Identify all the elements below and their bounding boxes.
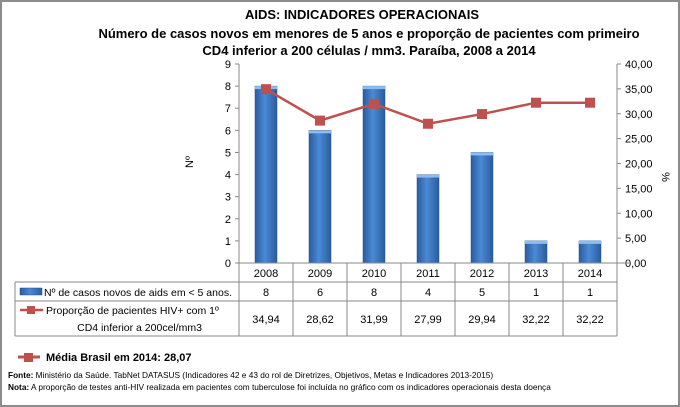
line-value-label: 34,94 xyxy=(252,314,280,326)
bar-2012 xyxy=(470,152,494,264)
category-label: 2010 xyxy=(362,268,386,280)
brazil-average-legend: Média Brasil em 2014: 28,07 xyxy=(18,352,192,364)
line-series-name-2: CD4 inferior a 200cel/mm3 xyxy=(77,322,202,334)
category-label: 2013 xyxy=(524,268,548,280)
bar-top-highlight xyxy=(363,86,385,90)
source-label: Fonte: xyxy=(8,370,33,380)
footnote-label: Nota: xyxy=(8,382,29,392)
right-tick-label: 20,00 xyxy=(625,159,653,171)
source-note: Fonte: Ministério da Saúde. TabNet DATAS… xyxy=(8,370,493,380)
left-tick-label: 1 xyxy=(225,236,231,248)
line-marker-2008 xyxy=(261,84,271,95)
bar-2010 xyxy=(362,85,386,264)
left-tick-label: 5 xyxy=(225,147,231,159)
bar-2009 xyxy=(308,130,332,264)
chart-subtitle-line-2: CD4 inferior a 200 células / mm3. Paraíb… xyxy=(202,43,536,58)
footnote: Nota: A proporção de testes anti-HIV rea… xyxy=(8,382,551,392)
left-tick-label: 0 xyxy=(225,258,231,270)
left-tick-label: 8 xyxy=(225,81,231,93)
line-value-label: 29,94 xyxy=(468,314,496,326)
line-series-name-1: Proporção de pacientes HIV+ com 1º xyxy=(46,305,219,317)
chart-title: AIDS: INDICADORES OPERACIONAIS xyxy=(245,7,479,22)
right-tick-label: 0,00 xyxy=(625,258,646,270)
category-label: 2009 xyxy=(308,268,332,280)
line-marker-2013 xyxy=(531,97,541,108)
right-axis-label: % xyxy=(659,172,671,182)
bar-2014 xyxy=(578,240,602,264)
line-marker-2009 xyxy=(315,115,325,126)
brazil-average-text: Média Brasil em 2014: 28,07 xyxy=(46,352,192,364)
bar-top-highlight xyxy=(525,240,547,244)
right-tick-label: 5,00 xyxy=(625,233,646,245)
left-tick-label: 2 xyxy=(225,214,231,226)
line-legend-marker-icon xyxy=(27,306,35,314)
left-tick-label: 9 xyxy=(225,59,231,71)
bar-value-label: 5 xyxy=(479,287,485,299)
bar-top-highlight xyxy=(471,152,493,156)
line-value-label: 31,99 xyxy=(360,314,388,326)
bar-2011 xyxy=(416,174,440,264)
line-value-label: 28,62 xyxy=(306,314,334,326)
line-value-label: 32,22 xyxy=(522,314,550,326)
category-label: 2012 xyxy=(470,268,494,280)
bar-legend-icon xyxy=(19,287,43,296)
right-tick-label: 40,00 xyxy=(625,59,653,71)
legend-marker-icon xyxy=(24,353,33,362)
footnote-text: A proporção de testes anti-HIV realizada… xyxy=(29,382,551,392)
bar-series-name: Nº de casos novos de aids em < 5 anos. xyxy=(44,287,232,299)
chart-subtitle-line-1: Número de casos novos em menores de 5 an… xyxy=(98,26,639,41)
line-series xyxy=(265,88,590,126)
source-text: Ministério da Saúde. TabNet DATASUS (Ind… xyxy=(33,370,493,380)
left-tick-label: 6 xyxy=(225,125,231,137)
bar-value-label: 8 xyxy=(263,287,269,299)
bar-top-highlight xyxy=(417,174,439,178)
line-marker-2011 xyxy=(423,118,433,129)
line-marker-2014 xyxy=(585,97,595,108)
bar-2008 xyxy=(254,85,278,264)
bar-top-highlight xyxy=(579,240,601,244)
right-tick-label: 30,00 xyxy=(625,109,653,121)
bar-top-highlight xyxy=(309,130,331,134)
category-label: 2008 xyxy=(254,268,278,280)
left-tick-label: 4 xyxy=(225,170,231,182)
line-value-label: 32,22 xyxy=(576,314,604,326)
bar-2013 xyxy=(524,240,548,264)
bar-value-label: 6 xyxy=(317,287,323,299)
bar-value-label: 1 xyxy=(533,287,539,299)
left-tick-label: 3 xyxy=(225,192,231,204)
bar-value-label: 1 xyxy=(587,287,593,299)
left-axis-label: Nº xyxy=(184,156,196,168)
left-tick-label: 7 xyxy=(225,103,231,115)
line-marker-2010 xyxy=(369,98,379,109)
right-tick-label: 15,00 xyxy=(625,183,653,195)
category-label: 2011 xyxy=(416,268,440,280)
line-marker-2012 xyxy=(477,109,487,120)
right-tick-label: 10,00 xyxy=(625,208,653,220)
bar-value-label: 8 xyxy=(371,287,377,299)
right-tick-label: 25,00 xyxy=(625,134,653,146)
line-value-label: 27,99 xyxy=(414,314,442,326)
category-label: 2014 xyxy=(578,268,602,280)
bar-value-label: 4 xyxy=(425,287,431,299)
right-tick-label: 35,00 xyxy=(625,84,653,96)
